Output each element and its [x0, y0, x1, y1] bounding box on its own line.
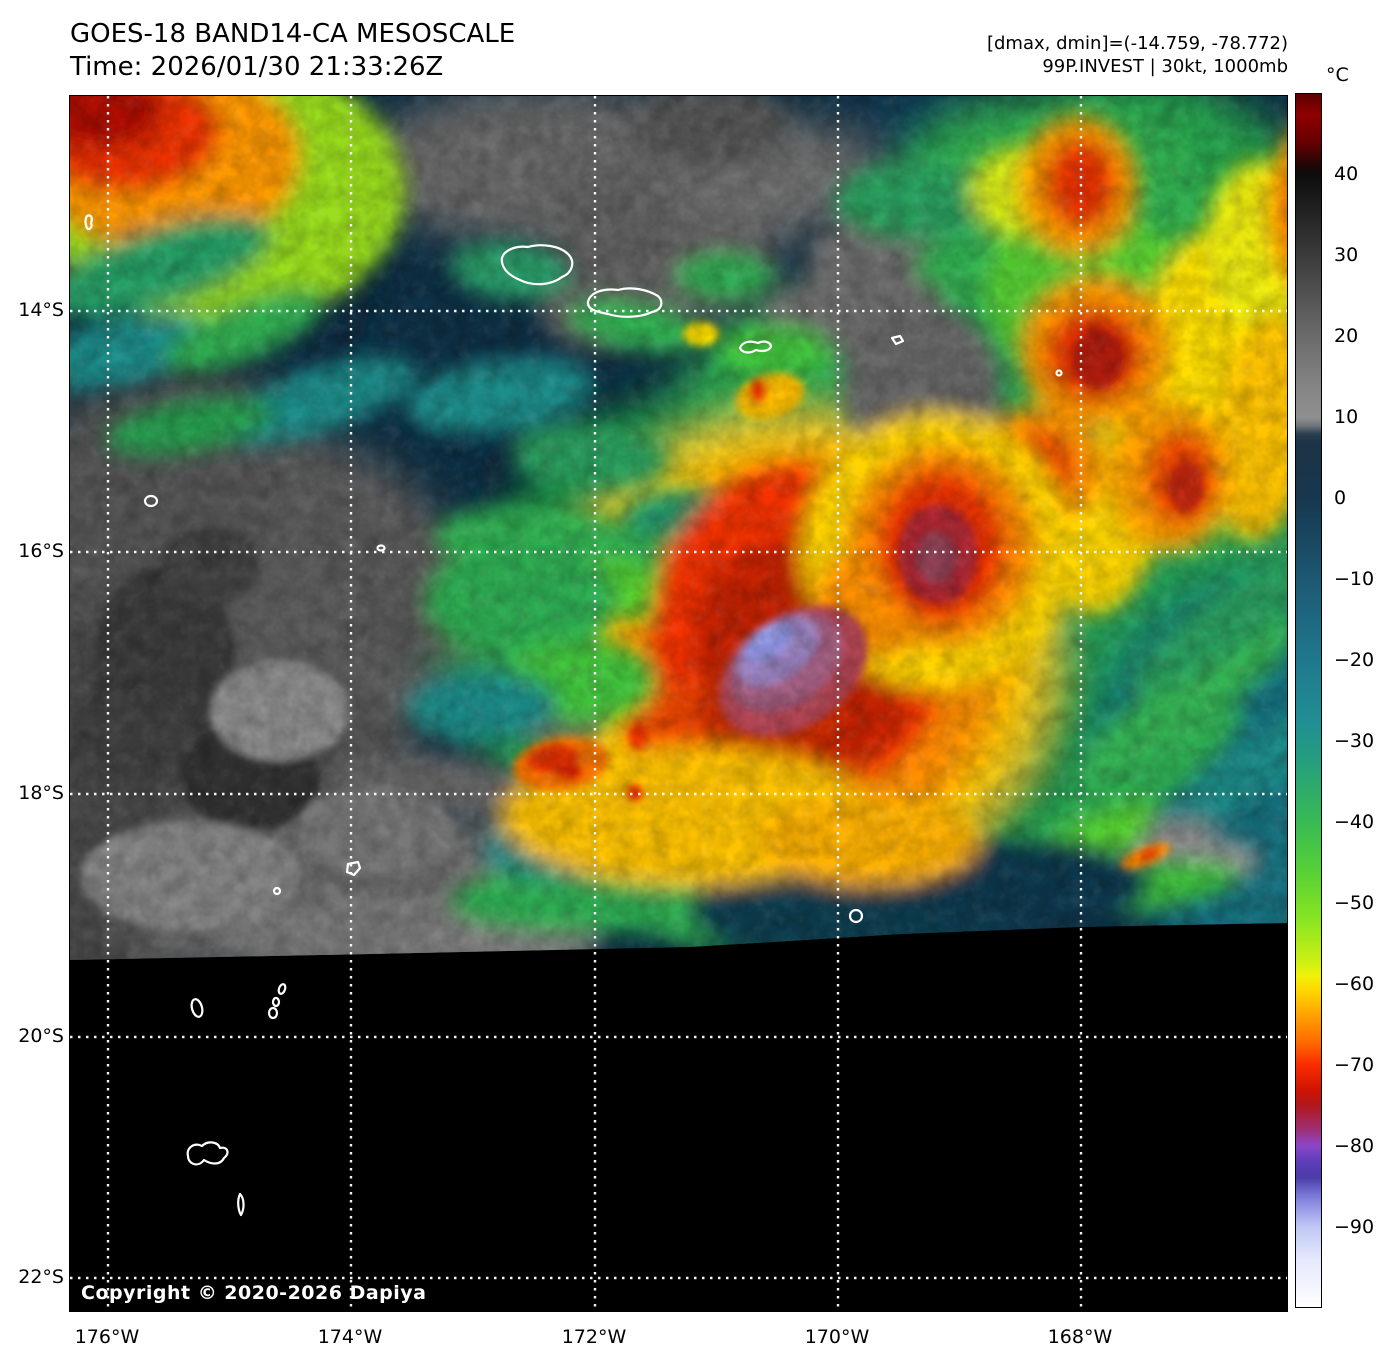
island-outline [271, 996, 281, 1008]
latitude-tick-label: 22°S [18, 1266, 64, 1288]
colorbar-tick-label: −60 [1334, 973, 1375, 995]
colorbar-tick-label: −50 [1334, 892, 1375, 914]
colorbar-tick-label: −80 [1334, 1135, 1375, 1157]
latitude-tick-label: 20°S [18, 1025, 64, 1047]
island-outline [190, 998, 204, 1018]
colorbar-tick-label: 30 [1334, 244, 1359, 266]
latitude-tick-label: 18°S [18, 782, 64, 804]
island-outline [84, 214, 93, 231]
island-outline [500, 244, 574, 286]
island-outline [848, 908, 864, 924]
longitude-tick-label: 174°W [317, 1326, 383, 1348]
colorbar-tick-label: 10 [1334, 406, 1359, 428]
temperature-colorbar [1295, 93, 1322, 1308]
page-title: GOES-18 BAND14-CA MESOSCALE [70, 19, 516, 49]
longitude-tick-label: 176°W [74, 1326, 140, 1348]
island-outline [890, 334, 905, 346]
satellite-imagery [70, 96, 1287, 1311]
island-outline [376, 544, 386, 552]
island-outlines [84, 214, 1063, 1217]
island-outline [738, 340, 773, 354]
colorbar-tick-label: −10 [1334, 568, 1375, 590]
dmax-dmin-readout: [dmax, dmin]=(-14.759, -78.772) [986, 33, 1288, 54]
latitude-tick-label: 16°S [18, 540, 64, 562]
colorbar-tick-label: 40 [1334, 163, 1359, 185]
island-outline [1055, 369, 1063, 377]
colorbar-tick-label: 20 [1334, 325, 1359, 347]
copyright-watermark: Copyright © 2020-2026 Dapiya [81, 1282, 427, 1304]
header-title-block: GOES-18 BAND14-CA MESOSCALE Time: 2026/0… [70, 18, 515, 83]
ir-data-region [70, 96, 1287, 960]
longitude-tick-label: 172°W [561, 1326, 627, 1348]
colorbar-tick-label: −30 [1334, 730, 1375, 752]
colorbar-tick-label: −70 [1334, 1054, 1375, 1076]
island-outline [143, 494, 159, 508]
latitude-tick-label: 14°S [18, 299, 64, 321]
longitude-tick-label: 168°W [1047, 1326, 1113, 1348]
map-canvas: Copyright © 2020-2026 Dapiya [69, 95, 1288, 1312]
island-outline [272, 886, 282, 896]
header-info-block: [dmax, dmin]=(-14.759, -78.772) 99P.INVE… [987, 32, 1288, 79]
island-outline [586, 287, 663, 318]
colorbar-tick-label: −90 [1334, 1216, 1375, 1238]
island-outline [345, 860, 362, 877]
longitude-tick-label: 170°W [804, 1326, 870, 1348]
colorbar-unit-label: °C [1326, 64, 1349, 86]
island-outline [186, 1141, 229, 1166]
island-outline [237, 1192, 245, 1217]
timestamp: Time: 2026/01/30 21:33:26Z [70, 51, 444, 82]
colorbar-tick-label: −40 [1334, 811, 1375, 833]
storm-info: 99P.INVEST | 30kt, 1000mb [1042, 56, 1288, 78]
graticule [70, 96, 1287, 1311]
colorbar-tick-label: −20 [1334, 649, 1375, 671]
island-outline [277, 983, 287, 995]
colorbar-tick-label: 0 [1334, 487, 1347, 509]
island-outline [267, 1006, 279, 1020]
